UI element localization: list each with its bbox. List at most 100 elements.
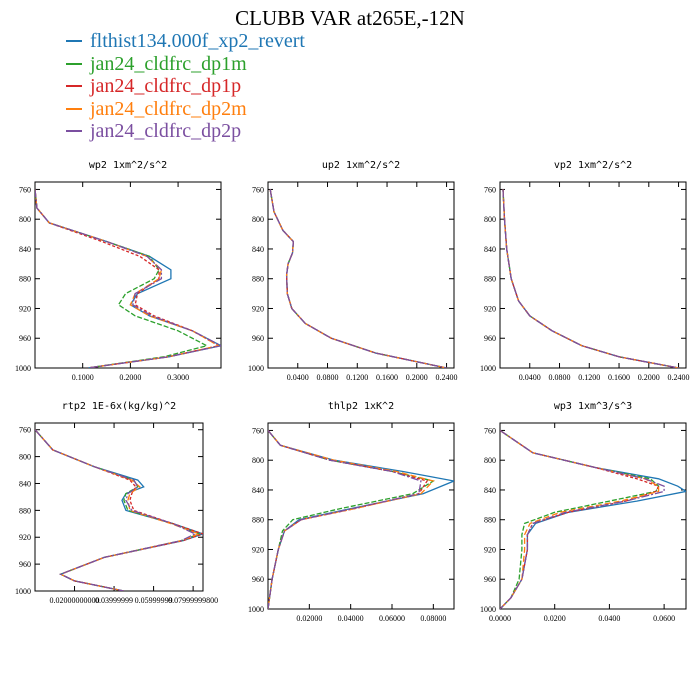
plot-frame	[267, 181, 455, 369]
y-tick-label: 760	[252, 185, 264, 194]
y-tick-label: 800	[19, 453, 31, 462]
panel-title: wp3 1xm^3/s^3	[554, 401, 632, 412]
x-tick-label: 0.0400	[287, 373, 309, 382]
series-line	[268, 429, 429, 609]
x-tick-label: 0.2000	[119, 373, 141, 382]
legend-swatch	[66, 85, 82, 88]
series-line	[269, 189, 447, 368]
y-tick-label: 840	[19, 479, 31, 488]
y-tick-label: 800	[484, 215, 496, 224]
x-tick-label: 0.1000	[72, 373, 94, 382]
y-tick-label: 880	[252, 275, 264, 284]
legend-swatch	[66, 62, 82, 65]
legend-item: jan24_cldfrc_dp1p	[66, 75, 305, 98]
x-tick-label: 0.03999999	[95, 596, 133, 605]
y-tick-label: 960	[19, 560, 31, 569]
x-tick-label: 0.0400	[598, 614, 620, 623]
series-line	[502, 189, 679, 368]
series-line	[35, 429, 203, 591]
series-line	[500, 429, 660, 609]
series-line	[502, 189, 679, 368]
x-tick-label: 0.1200	[346, 373, 368, 382]
panel-title: thlp2 1xK^2	[328, 401, 394, 412]
x-tick-label: 0.0200	[544, 614, 566, 623]
chart-panel: wp2 1xm^2/s^2 760 800 840 880 920 960 1000 0.100…	[15, 160, 222, 382]
series-line	[502, 189, 679, 368]
series-line	[269, 189, 447, 368]
x-tick-label: 0.04000	[338, 614, 364, 623]
legend-item: jan24_cldfrc_dp1m	[66, 53, 305, 76]
legend-label: jan24_cldfrc_dp2m	[90, 97, 247, 120]
series-line	[35, 189, 221, 368]
series-line	[502, 189, 679, 368]
legend-label: flthist134.000f_xp2_revert	[90, 30, 305, 53]
y-tick-label: 760	[19, 185, 31, 194]
y-tick-label: 920	[252, 304, 264, 313]
legend-item: jan24_cldfrc_dp2p	[66, 120, 305, 143]
series-line	[268, 429, 422, 609]
panel-title: up2 1xm^2/s^2	[322, 160, 400, 171]
x-tick-label: 0.08000	[420, 614, 446, 623]
y-tick-label: 760	[484, 185, 496, 194]
y-tick-label: 1000	[15, 587, 31, 596]
x-tick-label: 0.1200	[578, 373, 600, 382]
x-tick-label: 0.2000	[638, 373, 660, 382]
x-tick-label: 0.2400	[436, 373, 458, 382]
y-tick-label: 920	[252, 545, 264, 554]
y-tick-label: 920	[19, 533, 31, 542]
y-tick-label: 840	[484, 486, 496, 495]
x-tick-label: 0.0800	[317, 373, 339, 382]
y-tick-label: 880	[19, 275, 31, 284]
x-tick-label: 0.1600	[376, 373, 398, 382]
series-line	[35, 189, 221, 368]
legend-label: jan24_cldfrc_dp2p	[90, 120, 242, 143]
plot-frame	[499, 422, 687, 610]
plot-frame	[499, 181, 687, 369]
legend-label: jan24_cldfrc_dp1p	[90, 75, 242, 98]
y-tick-label: 840	[19, 245, 31, 254]
y-tick-label: 800	[19, 215, 31, 224]
y-tick-label: 880	[19, 506, 31, 515]
x-tick-label: 0.2400	[668, 373, 690, 382]
y-tick-label: 1000	[480, 364, 496, 373]
legend-label: jan24_cldfrc_dp1m	[90, 52, 247, 75]
series-line	[269, 189, 447, 368]
chart-panel: wp3 1xm^3/s^3 760 800 840 880 920 960 10000.000…	[480, 401, 687, 623]
legend-swatch	[66, 40, 82, 43]
y-tick-label: 920	[19, 304, 31, 313]
x-tick-label: 0.0400	[519, 373, 541, 382]
series-line	[500, 429, 686, 609]
series-line	[269, 189, 447, 368]
series-line	[35, 189, 209, 368]
chart-panel: rtp2 1E-6x(kg/kg)^2 760 800 840 880 920 960 100…	[15, 401, 218, 605]
series-line	[502, 189, 679, 368]
y-tick-label: 880	[484, 275, 496, 284]
y-tick-label: 840	[252, 486, 264, 495]
series-line	[35, 189, 221, 368]
series-line	[500, 429, 665, 609]
series-line	[268, 429, 454, 609]
x-tick-label: 0.05999999	[135, 596, 173, 605]
y-tick-label: 960	[19, 334, 31, 343]
series-line	[268, 429, 435, 609]
y-tick-label: 960	[252, 575, 264, 584]
y-tick-label: 1000	[248, 605, 264, 614]
plot-frame	[34, 422, 204, 592]
y-tick-label: 800	[252, 456, 264, 465]
x-tick-label: 0.2000	[406, 373, 428, 382]
y-tick-label: 760	[484, 426, 496, 435]
plot-frame	[34, 181, 222, 369]
legend-swatch	[66, 130, 82, 133]
y-tick-label: 880	[484, 516, 496, 525]
legend: flthist134.000f_xp2_revert jan24_cldfrc_…	[66, 30, 305, 143]
series-line	[35, 429, 201, 591]
x-tick-label: 0.0600	[653, 614, 675, 623]
x-tick-label: 0.3000	[167, 373, 189, 382]
x-tick-label: 0.0800	[549, 373, 571, 382]
series-line	[269, 189, 447, 368]
x-tick-label: 0.1600	[608, 373, 630, 382]
y-tick-label: 1000	[480, 605, 496, 614]
panel-title: rtp2 1E-6x(kg/kg)^2	[62, 401, 176, 412]
y-tick-label: 760	[19, 426, 31, 435]
